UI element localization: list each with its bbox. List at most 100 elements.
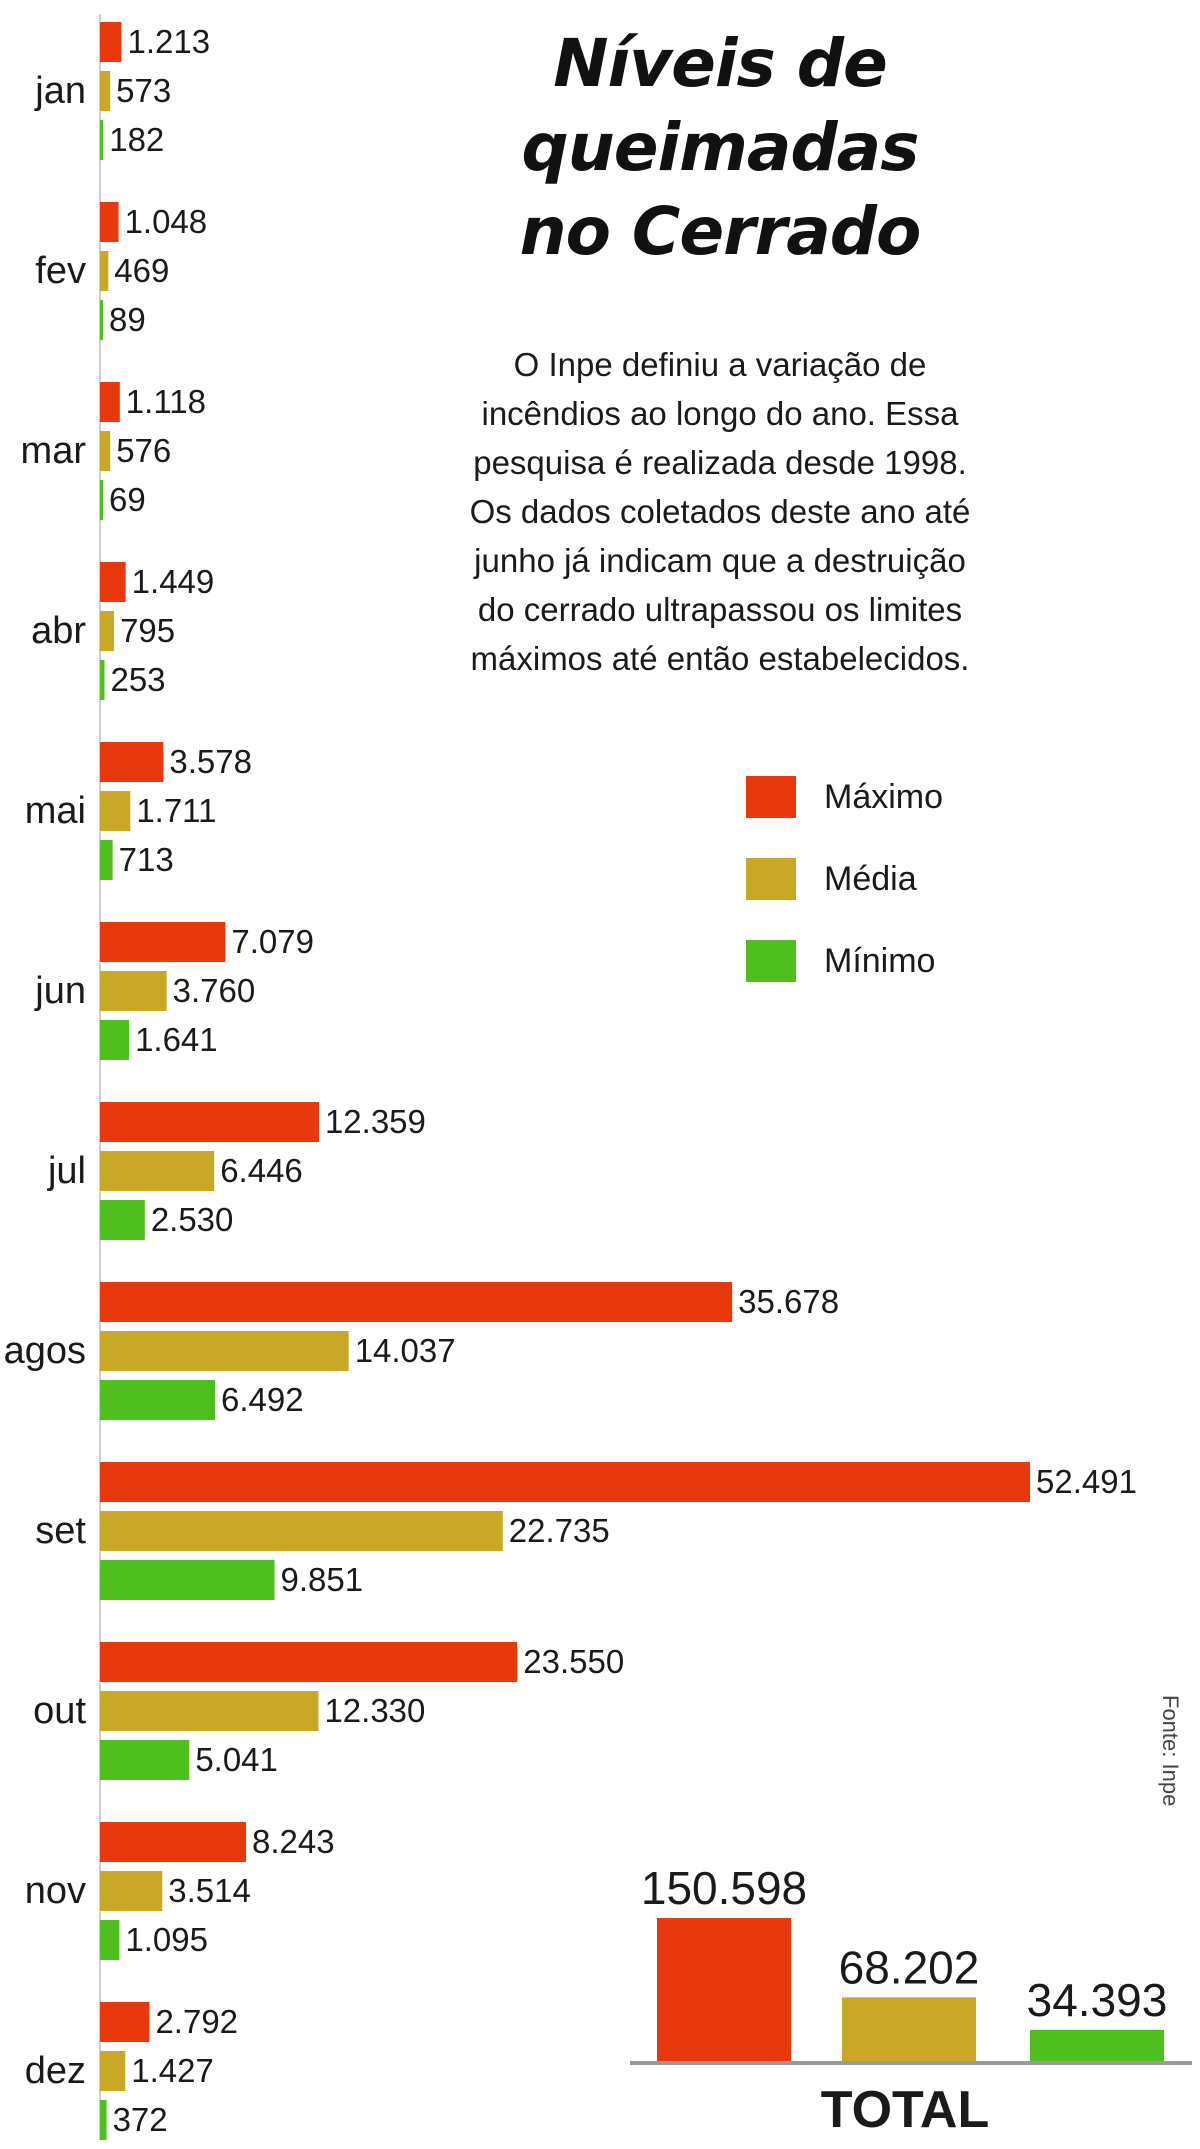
bar-jun-1 [100,971,167,1011]
title-line: queimadas [521,109,920,186]
bar-jan-1 [100,71,111,111]
month-label-set: set [35,1510,86,1552]
month-label-dez: dez [25,2050,86,2092]
value-label-abr-2: 253 [110,661,165,698]
legend-label-maximo: Máximo [824,778,944,816]
value-label-set-2: 9.851 [281,1561,364,1598]
value-label-agos-1: 14.037 [355,1332,456,1369]
value-label-out-0: 23.550 [523,1643,624,1680]
total-value-label-0: 150.598 [641,1862,807,1914]
month-label-jun: jun [34,970,86,1012]
total-bar-1 [842,1997,976,2063]
value-label-abr-1: 795 [120,612,175,649]
value-label-agos-0: 35.678 [738,1283,839,1320]
total-bar-2 [1030,2029,1164,2063]
month-label-fev: fev [35,250,86,292]
value-label-mar-1: 576 [116,432,171,469]
bar-dez-2 [100,2100,107,2140]
bar-jun-2 [100,1020,130,1060]
month-label-agos: agos [4,1330,86,1372]
month-label-out: out [33,1690,86,1732]
bar-mai-0 [100,742,164,782]
value-label-jun-2: 1.641 [135,1021,218,1058]
bar-jul-2 [100,1200,145,1240]
bar-out-2 [100,1740,190,1780]
bar-set-2 [100,1560,275,1600]
value-label-jan-0: 1.213 [127,23,210,60]
value-label-out-2: 5.041 [195,1741,278,1778]
bar-mai-2 [100,840,113,880]
bar-fev-1 [100,251,109,291]
total-bar-0 [657,1918,791,2063]
bar-dez-0 [100,2002,150,2042]
value-label-jul-2: 2.530 [151,1201,234,1238]
description-line: junho já indicam que a destruição [474,542,966,579]
value-label-nov-1: 3.514 [168,1872,251,1909]
bar-jul-1 [100,1151,215,1191]
value-label-abr-0: 1.449 [132,563,215,600]
bar-fev-0 [100,202,119,242]
bar-mar-1 [100,431,111,471]
chart-description: O Inpe definiu a variação de incêndios a… [430,340,1010,683]
month-label-mai: mai [25,790,86,832]
bar-mai-1 [100,791,131,831]
description-line: máximos até então estabelecidos. [470,640,970,677]
month-label-jul: jul [47,1150,86,1192]
legend-label-media: Média [824,860,917,898]
month-label-nov: nov [25,1870,86,1912]
bar-set-0 [100,1462,1030,1502]
bar-nov-0 [100,1822,247,1862]
value-label-mai-2: 713 [119,841,174,878]
chart-title: Níveis de queimadas no Cerrado [470,22,970,274]
value-label-nov-0: 8.243 [252,1823,335,1860]
bar-dez-1 [100,2051,126,2091]
bar-set-1 [100,1511,503,1551]
bar-abr-2 [100,660,105,700]
total-axis-label: TOTAL [821,2081,990,2139]
bar-jun-0 [100,922,226,962]
bar-mar-0 [100,382,120,422]
month-label-jan: jan [34,70,86,112]
bar-jan-2 [100,120,104,160]
bar-out-1 [100,1691,319,1731]
total-value-label-2: 34.393 [1027,1974,1168,2026]
value-label-set-1: 22.735 [509,1512,610,1549]
source-credit: Fonte: Inpe [1158,1695,1183,1807]
legend-swatch-media [746,858,796,900]
value-label-jun-0: 7.079 [231,923,314,960]
value-label-fev-2: 89 [109,301,146,338]
value-label-dez-2: 372 [113,2101,168,2138]
description-line: incêndios ao longo do ano. Essa [481,395,959,432]
month-label-mar: mar [21,430,87,472]
value-label-jan-2: 182 [109,121,164,158]
value-label-mai-1: 1.711 [136,792,216,829]
title-line: Níveis de [553,25,888,102]
bar-fev-2 [100,300,103,340]
value-label-set-0: 52.491 [1036,1463,1137,1500]
bar-jul-0 [100,1102,319,1142]
legend-swatch-minimo [746,940,796,982]
legend-label-minimo: Mínimo [824,942,936,980]
bar-mar-2 [100,480,103,520]
description-line: Os dados coletados deste ano até [469,493,971,530]
value-label-jul-0: 12.359 [325,1103,426,1140]
bar-jan-0 [100,22,122,62]
bar-abr-1 [100,611,115,651]
value-label-jan-1: 573 [116,72,171,109]
bar-abr-0 [100,562,126,602]
description-line: O Inpe definiu a variação de [513,346,927,383]
value-label-mar-0: 1.118 [126,383,206,420]
bar-nov-1 [100,1871,163,1911]
value-label-mar-2: 69 [109,481,146,518]
value-label-dez-0: 2.792 [155,2003,238,2040]
value-label-fev-0: 1.048 [125,203,208,240]
bar-agos-2 [100,1380,216,1420]
value-label-jul-1: 6.446 [220,1152,303,1189]
month-label-abr: abr [31,610,86,652]
legend-swatch-maximo [746,776,796,818]
value-label-jun-1: 3.760 [173,972,256,1009]
bar-agos-0 [100,1282,733,1322]
value-label-fev-1: 469 [114,252,169,289]
bar-agos-1 [100,1331,349,1371]
